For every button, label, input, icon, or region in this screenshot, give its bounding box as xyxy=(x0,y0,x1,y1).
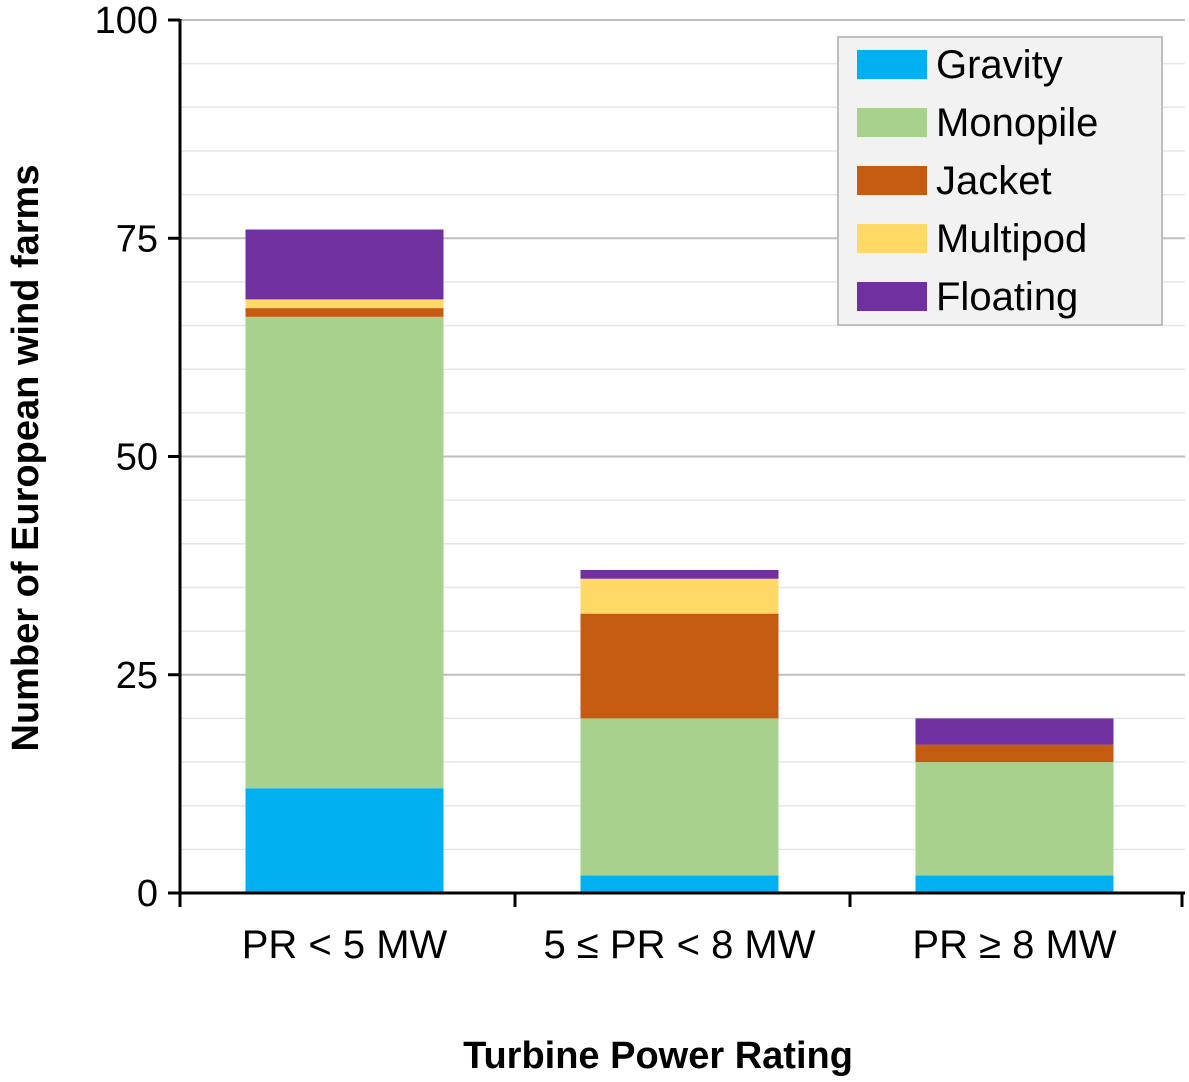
legend-label-monopile: Monopile xyxy=(936,101,1098,145)
x-tick-label: PR ≥ 8 MW xyxy=(912,923,1116,967)
y-tick-label: 100 xyxy=(95,0,158,42)
bar-monopile-1 xyxy=(245,316,444,789)
bar-floating-1 xyxy=(245,229,444,300)
legend: Gravity Monopile Jacket Multipod Floating xyxy=(837,36,1163,326)
bar-gravity-1 xyxy=(245,788,444,893)
legend-label-floating: Floating xyxy=(936,275,1078,319)
legend-swatch-jacket xyxy=(857,166,927,195)
legend-swatch-monopile xyxy=(857,108,927,137)
axes: PR < 5 MW 5 ≤ PR < 8 MW PR ≥ 8 MW 0 25 50 75 10… xyxy=(95,0,1185,967)
bar-floating-3 xyxy=(915,718,1114,745)
legend-swatch-gravity xyxy=(857,50,927,79)
y-tick-label: 25 xyxy=(116,655,158,697)
y-axis-title: Number of European wind farms xyxy=(5,165,47,752)
x-tick-label: PR < 5 MW xyxy=(242,923,448,967)
bar-gravity-2 xyxy=(580,875,779,893)
legend-label-multipod: Multipod xyxy=(936,217,1087,261)
y-tick-label: 50 xyxy=(116,437,158,479)
legend-swatch-floating xyxy=(857,282,927,311)
bar-jacket-3 xyxy=(915,744,1114,763)
legend-label-gravity: Gravity xyxy=(936,43,1063,87)
bar-multipod-1 xyxy=(245,299,444,309)
legend-label-jacket: Jacket xyxy=(936,159,1052,203)
x-axis-title: Turbine Power Rating xyxy=(463,1035,853,1077)
y-tick-label: 0 xyxy=(137,873,158,915)
x-tick-label: 5 ≤ PR < 8 MW xyxy=(543,923,815,967)
y-tick-label: 75 xyxy=(116,218,158,260)
bars xyxy=(245,229,1114,893)
legend-swatch-multipod xyxy=(857,224,927,253)
bar-gravity-3 xyxy=(915,875,1114,893)
bar-jacket-1 xyxy=(245,308,444,317)
bar-floating-2 xyxy=(580,569,779,579)
bar-monopile-2 xyxy=(580,718,779,876)
bar-monopile-3 xyxy=(915,762,1114,876)
bar-multipod-2 xyxy=(580,578,779,614)
bar-jacket-2 xyxy=(580,613,779,719)
